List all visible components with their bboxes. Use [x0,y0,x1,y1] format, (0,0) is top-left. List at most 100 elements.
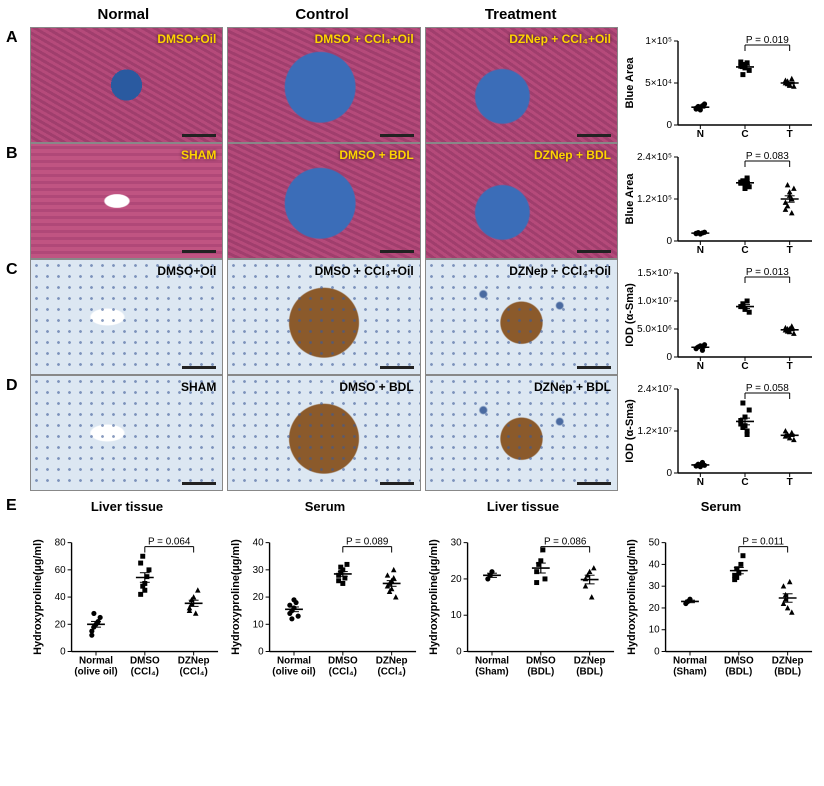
scale-bar [380,366,414,369]
row-B-label: B [6,143,26,259]
svg-text:10: 10 [253,619,264,630]
scale-bar [380,134,414,137]
overlay-label: DZNep + CCl₄+Oil [509,264,611,278]
svg-text:20: 20 [253,592,264,603]
scale-bar [577,134,611,137]
svg-text:N: N [697,361,704,372]
row-E-panels: Liver tissue020406080Hydroxyproline(µg/m… [30,499,818,679]
svg-text:40: 40 [253,538,264,549]
scale-bar [577,482,611,485]
svg-text:(CCl₄): (CCl₄) [131,666,159,677]
micrograph-A-2: DZNep + CCl₄+Oil [425,27,618,143]
micrograph-D-0: SHAM [30,375,223,491]
row-C: CDMSO+OilDMSO + CCl₄+OilDZNep + CCl₄+Oil… [6,259,818,375]
overlay-label: SHAM [181,380,216,394]
panel-title: Serum [624,499,818,514]
panel-title: Serum [228,499,422,514]
svg-text:DZNep: DZNep [376,655,408,666]
micrograph-B-1: DMSO + BDL [227,143,420,259]
svg-text:1×10⁵: 1×10⁵ [645,36,672,47]
row-C-label: C [6,259,26,375]
hydroxyproline-panel-2: Liver tissue0102030Hydroxyproline(µg/ml)… [426,499,620,679]
svg-text:2.4×10⁵: 2.4×10⁵ [637,152,672,163]
svg-text:60: 60 [55,565,66,576]
svg-text:P = 0.019: P = 0.019 [746,35,789,46]
column-headers: Normal Control Treatment [26,6,818,23]
svg-text:P = 0.089: P = 0.089 [346,537,389,548]
svg-text:30: 30 [649,581,660,592]
svg-text:Normal: Normal [673,655,707,666]
svg-text:C: C [741,361,748,372]
svg-text:DMSO: DMSO [724,655,754,666]
row-E-label: E [6,495,26,679]
micrograph-C-1: DMSO + CCl₄+Oil [227,259,420,375]
svg-text:DMSO: DMSO [526,655,556,666]
scale-bar [577,250,611,253]
svg-text:10: 10 [649,625,660,636]
svg-text:C: C [741,245,748,256]
micrograph-C-0: DMSO+Oil [30,259,223,375]
svg-text:IOD (α-Sma): IOD (α-Sma) [624,399,636,463]
svg-text:20: 20 [649,603,660,614]
svg-text:N: N [697,477,704,488]
header-spacer [622,6,818,23]
micrograph-D-1: DMSO + BDL [227,375,420,491]
svg-text:Hydroxyproline(µg/ml): Hydroxyproline(µg/ml) [626,539,638,655]
col-treatment: Treatment [423,6,618,23]
svg-text:(Sham): (Sham) [673,666,706,677]
svg-text:P = 0.058: P = 0.058 [746,383,789,394]
svg-text:(CCl₄): (CCl₄) [179,666,207,677]
scatter-A: 05×10⁴1×10⁵Blue AreaNCTP = 0.019 [622,27,818,143]
svg-text:(olive oil): (olive oil) [272,666,315,677]
svg-text:(BDL): (BDL) [576,666,603,677]
svg-text:20: 20 [451,574,462,585]
svg-text:(Sham): (Sham) [475,666,508,677]
svg-text:(CCl₄): (CCl₄) [377,666,405,677]
svg-text:40: 40 [55,592,66,603]
overlay-label: DZNep + CCl₄+Oil [509,32,611,46]
row-A: ADMSO+OilDMSO + CCl₄+OilDZNep + CCl₄+Oil… [6,27,818,143]
svg-text:Hydroxyproline(µg/ml): Hydroxyproline(µg/ml) [32,539,44,655]
svg-text:C: C [741,477,748,488]
svg-text:DZNep: DZNep [178,655,210,666]
svg-text:5×10⁴: 5×10⁴ [645,78,672,89]
svg-text:1.5×10⁷: 1.5×10⁷ [638,268,673,279]
svg-text:DMSO: DMSO [328,655,358,666]
svg-text:40: 40 [649,559,660,570]
svg-text:P = 0.086: P = 0.086 [544,537,587,548]
svg-text:1.2×10⁵: 1.2×10⁵ [637,194,672,205]
scatter-D: 01.2×10⁷2.4×10⁷IOD (α-Sma)NCTP = 0.058 [622,375,818,491]
scale-bar [182,250,216,253]
svg-text:5.0×10⁶: 5.0×10⁶ [637,324,672,335]
row-B: B SHAM DMSO + BDL DZNep + BDL 0 1.2×10⁵ 2.4×10… [6,143,818,259]
svg-text:Blue Area: Blue Area [624,173,636,225]
overlay-label: DMSO + CCl₄+Oil [315,264,414,278]
svg-text:0: 0 [666,236,672,247]
svg-text:DMSO: DMSO [130,655,160,666]
row-E: E Liver tissue020406080Hydroxyproline(µg… [6,495,818,679]
svg-text:T: T [787,361,793,372]
svg-text:Normal: Normal [79,655,113,666]
svg-text:T: T [787,245,793,256]
svg-text:(BDL): (BDL) [725,666,752,677]
svg-text:80: 80 [55,538,66,549]
scale-bar [577,366,611,369]
micrograph-B-0: SHAM [30,143,223,259]
overlay-label: DZNep + BDL [534,380,611,394]
col-normal: Normal [26,6,221,23]
svg-text:0: 0 [456,646,462,657]
overlay-label: DZNep + BDL [534,148,611,162]
svg-text:P = 0.064: P = 0.064 [148,537,191,548]
overlay-label: DMSO + BDL [339,148,413,162]
overlay-label: SHAM [181,148,216,162]
scale-bar [380,250,414,253]
hydroxyproline-panel-1: Serum010203040Hydroxyproline(µg/ml)Norma… [228,499,422,679]
svg-text:0: 0 [60,646,66,657]
svg-text:0: 0 [666,468,672,479]
svg-text:1.2×10⁷: 1.2×10⁷ [638,426,673,437]
scatter-B: 01.2×10⁵2.4×10⁵Blue AreaNCTP = 0.083 [622,143,818,259]
scale-bar [182,366,216,369]
svg-text:P = 0.083: P = 0.083 [746,151,789,162]
svg-text:0: 0 [654,646,660,657]
svg-text:Hydroxyproline(µg/ml): Hydroxyproline(µg/ml) [428,539,440,655]
